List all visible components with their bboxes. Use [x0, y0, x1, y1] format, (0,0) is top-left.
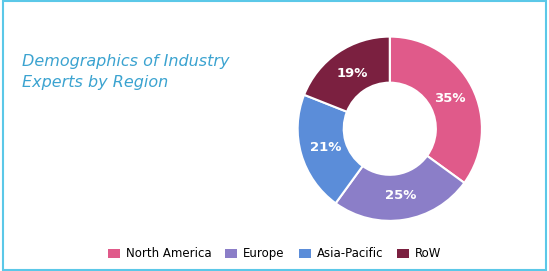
- Wedge shape: [304, 37, 390, 112]
- Wedge shape: [298, 95, 363, 203]
- Wedge shape: [390, 37, 482, 183]
- Text: Demographics of Industry
Experts by Region: Demographics of Industry Experts by Regi…: [22, 54, 229, 90]
- Text: 21%: 21%: [310, 141, 341, 154]
- Text: 25%: 25%: [385, 189, 416, 202]
- Legend: North America, Europe, Asia-Pacific, RoW: North America, Europe, Asia-Pacific, RoW: [103, 243, 446, 265]
- Text: 19%: 19%: [337, 67, 368, 80]
- Wedge shape: [335, 156, 464, 221]
- Text: 35%: 35%: [434, 92, 466, 105]
